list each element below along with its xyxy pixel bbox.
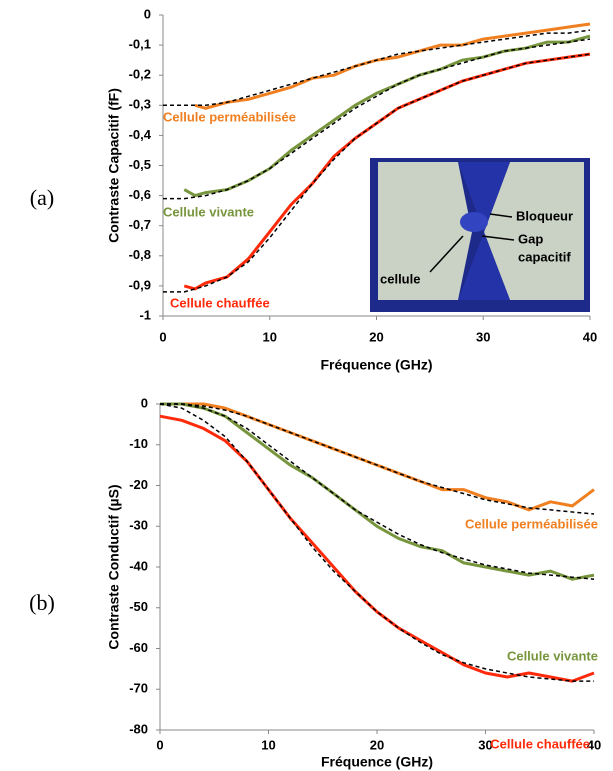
series-label: Cellule perméabilisée xyxy=(465,516,598,531)
fit-line xyxy=(163,53,591,293)
y-tick-label: -30 xyxy=(129,518,148,533)
y-tick-label: -80 xyxy=(129,721,148,736)
y-tick-label: -0,4 xyxy=(129,127,152,142)
series-label: Cellule chauffée xyxy=(170,295,270,310)
inset-cell xyxy=(460,212,488,232)
inset-electrode xyxy=(378,162,472,300)
data-line xyxy=(160,402,595,581)
series-label: Cellule vivante xyxy=(163,204,254,219)
x-tick-label: 30 xyxy=(476,329,490,344)
x-axis-title: Fréquence (GHz) xyxy=(320,357,432,373)
data-line xyxy=(160,402,595,512)
y-tick-label: 0 xyxy=(144,6,151,21)
fit-line xyxy=(160,403,595,515)
inset-gap xyxy=(458,162,510,232)
inset-photo: Bloqueur Gap capacitif cellule xyxy=(370,158,590,312)
y-tick-label: -0,1 xyxy=(129,37,151,52)
y-tick-label: -50 xyxy=(129,599,148,614)
y-tick-label: -0,9 xyxy=(129,277,151,292)
x-tick-label: 40 xyxy=(583,329,597,344)
data-line xyxy=(159,414,595,683)
y-tick-label: -1 xyxy=(139,307,151,322)
data-line xyxy=(194,22,591,110)
y-tick-label: -40 xyxy=(129,558,148,573)
inset-electrode xyxy=(484,162,584,300)
y-tick-label: -20 xyxy=(129,477,148,492)
fit-line xyxy=(160,403,595,580)
inset-label: Gap xyxy=(518,231,543,246)
y-tick-label: -0,3 xyxy=(129,97,151,112)
arrow xyxy=(489,213,513,218)
x-tick-label: 10 xyxy=(263,329,277,344)
y-tick-label: -0,5 xyxy=(129,157,151,172)
inset-label: cellule xyxy=(380,271,420,286)
inset-gap xyxy=(458,232,510,300)
fit-line xyxy=(163,38,591,200)
series-label: Cellule chauffée xyxy=(490,736,590,751)
inset-label: capacitif xyxy=(518,249,571,264)
y-tick-label: -70 xyxy=(129,681,148,696)
y-tick-label: -10 xyxy=(129,436,148,451)
y-axis-title: Contraste Capacitif (fF) xyxy=(106,88,122,243)
x-tick-label: 30 xyxy=(478,737,492,752)
y-tick-label: -0,6 xyxy=(129,187,151,202)
arrow xyxy=(481,235,515,241)
x-axis-title: Fréquence (GHz) xyxy=(321,754,433,770)
y-tick-label: -0,8 xyxy=(129,247,151,262)
x-tick-label: 10 xyxy=(261,737,275,752)
y-tick-label: -0,7 xyxy=(129,217,151,232)
y-tick-label: -0,2 xyxy=(129,67,151,82)
x-tick-label: 20 xyxy=(369,329,383,344)
x-tick-label: 0 xyxy=(156,737,163,752)
fit-line xyxy=(163,29,591,107)
x-tick-label: 0 xyxy=(159,329,166,344)
arrow xyxy=(429,235,464,273)
series-label: Cellule vivante xyxy=(507,648,598,663)
x-tick-label: 40 xyxy=(587,737,601,752)
y-tick-label: -60 xyxy=(129,640,148,655)
series-label: Cellule perméabilisée xyxy=(163,109,296,124)
panel-label: (a) xyxy=(30,185,54,210)
fit-line xyxy=(159,403,594,682)
inset-label: Bloqueur xyxy=(516,208,573,223)
panel-label: (b) xyxy=(29,590,55,615)
y-tick-label: 0 xyxy=(141,395,148,410)
x-tick-label: 20 xyxy=(370,737,384,752)
y-axis-title: Contraste Conductif (µS) xyxy=(106,484,122,649)
